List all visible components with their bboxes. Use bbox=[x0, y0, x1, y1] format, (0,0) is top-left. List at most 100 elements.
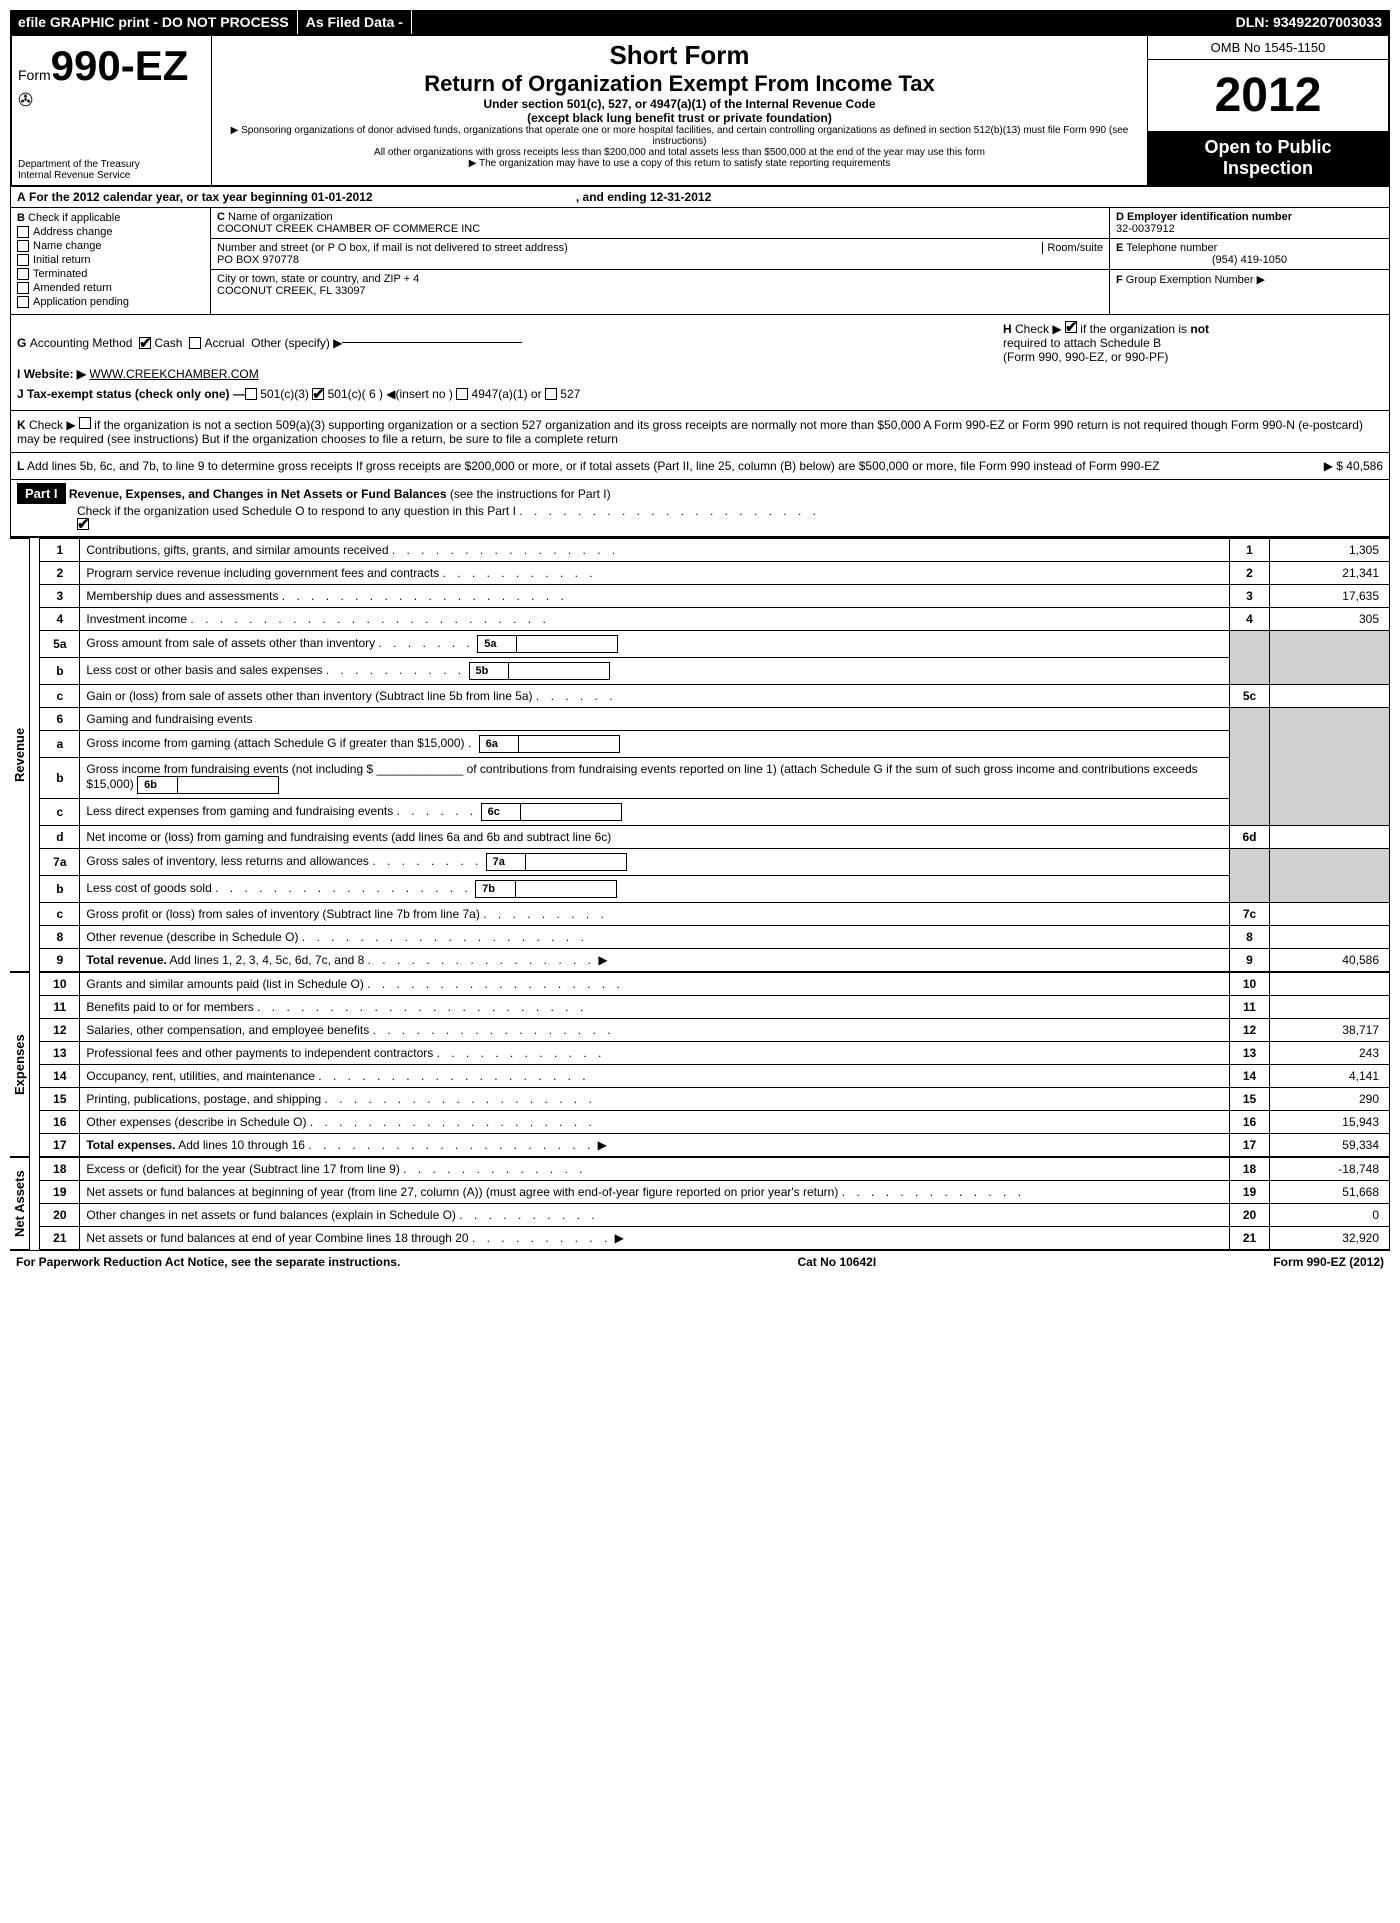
line-18-right: 18 bbox=[1230, 1158, 1270, 1181]
section-a-label: A bbox=[17, 190, 26, 204]
k-body: if the organization is not a section 509… bbox=[17, 418, 1363, 446]
short-form-title: Short Form bbox=[216, 40, 1143, 71]
line-7a-desc: Gross sales of inventory, less returns a… bbox=[86, 854, 369, 868]
website[interactable]: WWW.CREEKCHAMBER.COM bbox=[89, 367, 258, 381]
line-21-amount: 32,920 bbox=[1270, 1227, 1390, 1250]
note1: ▶ Sponsoring organizations of donor advi… bbox=[216, 125, 1143, 147]
line-16-desc: Other expenses (describe in Schedule O) bbox=[86, 1115, 306, 1129]
checkbox-initial[interactable] bbox=[17, 254, 29, 266]
line-8-desc: Other revenue (describe in Schedule O) bbox=[86, 930, 298, 944]
f-group-label: Group Exemption Number bbox=[1126, 274, 1254, 286]
line-6d-right: 6d bbox=[1230, 826, 1270, 849]
line-21-right: 21 bbox=[1230, 1227, 1270, 1250]
checkbox-amended[interactable] bbox=[17, 282, 29, 294]
i-label: I bbox=[17, 367, 20, 381]
line-10-num: 10 bbox=[40, 973, 80, 996]
name-change: Name change bbox=[33, 240, 102, 252]
line-2-desc: Program service revenue including govern… bbox=[86, 566, 439, 580]
as-filed-label: As Filed Data - bbox=[298, 10, 412, 34]
open-public-1: Open to Public bbox=[1154, 137, 1382, 158]
initial-return: Initial return bbox=[33, 254, 90, 266]
line-16-num: 16 bbox=[40, 1111, 80, 1134]
checkbox-501c3[interactable] bbox=[245, 388, 257, 400]
dept-treasury: Department of the Treasury bbox=[18, 159, 140, 170]
line-2-right: 2 bbox=[1230, 562, 1270, 585]
f-arrow: ▶ bbox=[1257, 274, 1265, 286]
checkbox-accrual[interactable] bbox=[189, 337, 201, 349]
line-18-amount: -18,748 bbox=[1270, 1158, 1390, 1181]
line-19-desc: Net assets or fund balances at beginning… bbox=[86, 1185, 838, 1199]
line-5c-num: c bbox=[40, 685, 80, 708]
open-public-2: Inspection bbox=[1154, 158, 1382, 179]
h-not: not bbox=[1190, 322, 1209, 336]
revenue-side-label: Revenue bbox=[10, 538, 30, 972]
line-4-desc: Investment income bbox=[86, 612, 187, 626]
checkbox-pending[interactable] bbox=[17, 296, 29, 308]
line-9-desc: Add lines 1, 2, 3, 4, 5c, 6d, 7c, and 8 bbox=[170, 953, 365, 967]
checkbox-cash[interactable] bbox=[139, 337, 151, 349]
main-title: Return of Organization Exempt From Incom… bbox=[216, 71, 1143, 97]
checkbox-k[interactable] bbox=[79, 417, 91, 429]
line-4-amount: 305 bbox=[1270, 608, 1390, 631]
amended-return: Amended return bbox=[33, 282, 112, 294]
part-i-note: (see the instructions for Part I) bbox=[450, 487, 611, 501]
line-1-desc: Contributions, gifts, grants, and simila… bbox=[86, 543, 388, 557]
line-3-right: 3 bbox=[1230, 585, 1270, 608]
d-label: D bbox=[1116, 211, 1124, 223]
f-label: F bbox=[1116, 274, 1123, 286]
line-12-num: 12 bbox=[40, 1019, 80, 1042]
checkbox-4947[interactable] bbox=[456, 388, 468, 400]
line-5b-desc: Less cost or other basis and sales expen… bbox=[86, 663, 322, 677]
form-number: 990-EZ bbox=[51, 42, 189, 89]
expenses-table: 10 Grants and similar amounts paid (list … bbox=[39, 972, 1390, 1157]
revenue-table: 1 Contributions, gifts, grants, and simil… bbox=[39, 538, 1390, 972]
h-text1: Check ▶ bbox=[1015, 322, 1062, 336]
checkbox-terminated[interactable] bbox=[17, 268, 29, 280]
line-2-num: 2 bbox=[40, 562, 80, 585]
line-15-num: 15 bbox=[40, 1088, 80, 1111]
line-21-num: 21 bbox=[40, 1227, 80, 1250]
h-label: H bbox=[1003, 322, 1012, 336]
form-label: Form bbox=[18, 67, 51, 83]
line-6c-desc: Less direct expenses from gaming and fun… bbox=[86, 804, 393, 818]
line-15-right: 15 bbox=[1230, 1088, 1270, 1111]
line-17-desc: Add lines 10 through 16 bbox=[178, 1138, 305, 1152]
k-text: Check ▶ bbox=[29, 418, 76, 432]
ein: 32-0037912 bbox=[1116, 223, 1175, 235]
line-7c-num: c bbox=[40, 903, 80, 926]
line-5c-desc: Gain or (loss) from sale of assets other… bbox=[86, 689, 532, 703]
line-6d-desc: Net income or (loss) from gaming and fun… bbox=[80, 826, 1230, 849]
line-7c-desc: Gross profit or (loss) from sales of inv… bbox=[86, 907, 479, 921]
subtitle2: (except black lung benefit trust or priv… bbox=[216, 111, 1143, 125]
line-6-desc: Gaming and fundraising events bbox=[80, 708, 1230, 731]
c-label: C bbox=[217, 211, 225, 223]
middle-section: G Accounting Method Cash Accrual Other (… bbox=[10, 315, 1390, 411]
netassets-side-label: Net Assets bbox=[10, 1157, 30, 1250]
line-17-amount: 59,334 bbox=[1270, 1134, 1390, 1157]
line-18-num: 18 bbox=[40, 1158, 80, 1181]
checkbox-address[interactable] bbox=[17, 226, 29, 238]
part-i-check-note: Check if the organization used Schedule … bbox=[77, 504, 516, 518]
checkbox-501c[interactable] bbox=[312, 388, 324, 400]
line-1-num: 1 bbox=[40, 539, 80, 562]
line-16-amount: 15,943 bbox=[1270, 1111, 1390, 1134]
address-change: Address change bbox=[33, 226, 113, 238]
checkbox-h[interactable] bbox=[1065, 321, 1077, 333]
section-a-ending: , and ending 12-31-2012 bbox=[576, 190, 711, 204]
line-10-desc: Grants and similar amounts paid (list in… bbox=[86, 977, 363, 991]
j-label: J bbox=[17, 387, 24, 401]
checkbox-name[interactable] bbox=[17, 240, 29, 252]
line-9-amount: 40,586 bbox=[1270, 949, 1390, 972]
line-20-desc: Other changes in net assets or fund bala… bbox=[86, 1208, 456, 1222]
e-label: E bbox=[1116, 242, 1123, 254]
line-10-right: 10 bbox=[1230, 973, 1270, 996]
g-accrual: Accrual bbox=[204, 336, 244, 350]
checkbox-part-i[interactable] bbox=[77, 518, 89, 530]
line-21-desc: Net assets or fund balances at end of ye… bbox=[86, 1231, 468, 1245]
checkbox-527[interactable] bbox=[545, 388, 557, 400]
d-ein-label: Employer identification number bbox=[1127, 211, 1292, 223]
line-3-num: 3 bbox=[40, 585, 80, 608]
line-14-right: 14 bbox=[1230, 1065, 1270, 1088]
phone: (954) 419-1050 bbox=[1116, 254, 1383, 266]
g-label: G bbox=[17, 336, 26, 350]
